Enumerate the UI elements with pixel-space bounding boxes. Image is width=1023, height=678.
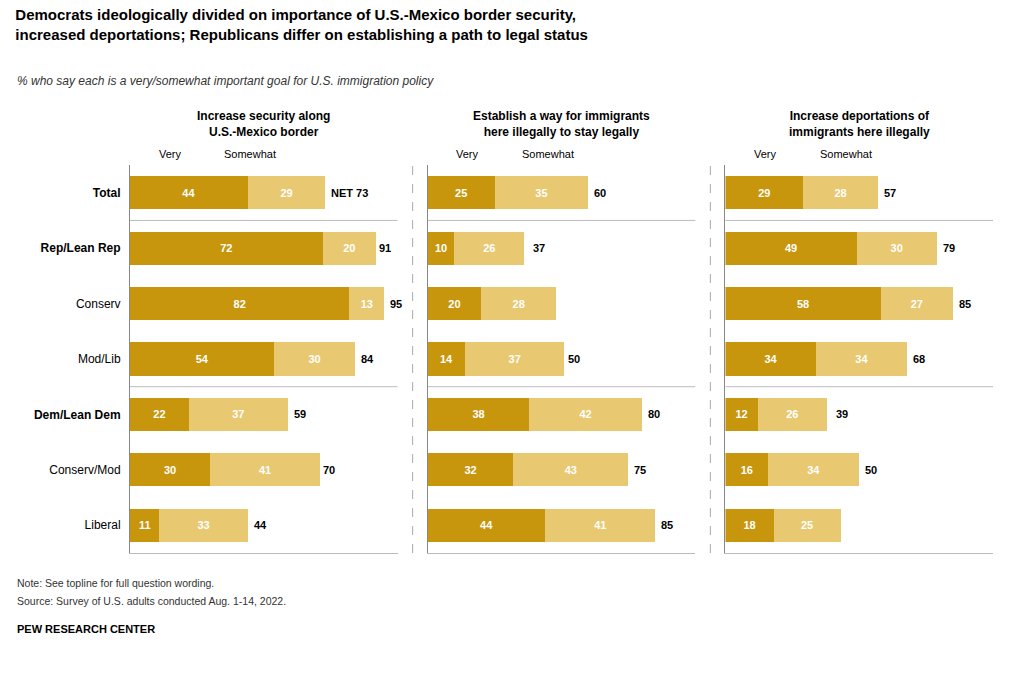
svg-text:28: 28 bbox=[513, 298, 525, 310]
svg-text:Very: Very bbox=[159, 148, 182, 160]
svg-text:68: 68 bbox=[913, 353, 925, 365]
svg-text:Total: Total bbox=[93, 186, 121, 200]
svg-text:13: 13 bbox=[361, 298, 373, 310]
svg-text:29: 29 bbox=[280, 187, 292, 199]
svg-text:30: 30 bbox=[164, 464, 176, 476]
svg-text:50: 50 bbox=[865, 464, 877, 476]
svg-text:Increase deportations ofimmigr: Increase deportations ofimmigrants here … bbox=[789, 109, 930, 139]
svg-text:25: 25 bbox=[455, 187, 467, 199]
svg-text:37: 37 bbox=[533, 242, 545, 254]
svg-text:91: 91 bbox=[379, 242, 391, 254]
svg-text:84: 84 bbox=[361, 353, 374, 365]
svg-text:34: 34 bbox=[764, 353, 777, 365]
svg-text:54: 54 bbox=[196, 353, 209, 365]
svg-text:20: 20 bbox=[343, 242, 355, 254]
svg-text:26: 26 bbox=[483, 242, 495, 254]
svg-text:26: 26 bbox=[786, 408, 798, 420]
svg-text:16: 16 bbox=[741, 464, 753, 476]
svg-text:50: 50 bbox=[568, 353, 580, 365]
svg-text:44: 44 bbox=[480, 519, 493, 531]
svg-text:18: 18 bbox=[743, 519, 755, 531]
svg-text:72: 72 bbox=[220, 242, 232, 254]
svg-text:Conserv/Mod: Conserv/Mod bbox=[49, 463, 120, 477]
svg-text:Liberal: Liberal bbox=[85, 518, 121, 532]
svg-text:60: 60 bbox=[594, 187, 606, 199]
svg-text:Democrats ideologically divide: Democrats ideologically divided on impor… bbox=[15, 6, 588, 43]
svg-text:57: 57 bbox=[884, 187, 896, 199]
svg-text:37: 37 bbox=[509, 353, 521, 365]
svg-text:Somewhat: Somewhat bbox=[820, 148, 872, 160]
svg-text:28: 28 bbox=[834, 187, 846, 199]
svg-text:20: 20 bbox=[448, 298, 460, 310]
svg-text:Very: Very bbox=[456, 148, 479, 160]
svg-text:44: 44 bbox=[182, 187, 195, 199]
svg-text:32: 32 bbox=[464, 464, 476, 476]
svg-text:95: 95 bbox=[390, 298, 402, 310]
svg-text:34: 34 bbox=[807, 464, 820, 476]
svg-text:14: 14 bbox=[440, 353, 453, 365]
svg-text:43: 43 bbox=[565, 464, 577, 476]
svg-text:11: 11 bbox=[139, 519, 151, 531]
svg-text:59: 59 bbox=[294, 408, 306, 420]
svg-text:33: 33 bbox=[197, 519, 209, 531]
svg-text:Increase security alongU.S.-Me: Increase security alongU.S.-Mexico borde… bbox=[197, 109, 330, 139]
svg-text:70: 70 bbox=[323, 464, 335, 476]
svg-text:41: 41 bbox=[259, 464, 271, 476]
svg-text:37: 37 bbox=[232, 408, 244, 420]
svg-text:Mod/Lib: Mod/Lib bbox=[78, 352, 121, 366]
svg-text:Dem/Lean Dem: Dem/Lean Dem bbox=[34, 408, 121, 422]
svg-text:PEW RESEARCH CENTER: PEW RESEARCH CENTER bbox=[17, 623, 155, 635]
svg-text:30: 30 bbox=[891, 242, 903, 254]
svg-text:85: 85 bbox=[661, 519, 673, 531]
svg-text:22: 22 bbox=[153, 408, 165, 420]
svg-text:Note: See topline for full que: Note: See topline for full question word… bbox=[17, 577, 214, 589]
svg-text:Somewhat: Somewhat bbox=[522, 148, 574, 160]
svg-text:Conserv: Conserv bbox=[76, 297, 121, 311]
svg-text:85: 85 bbox=[959, 298, 971, 310]
svg-text:Establish a way for immigrants: Establish a way for immigrantshere illeg… bbox=[473, 109, 650, 139]
svg-text:29: 29 bbox=[758, 187, 770, 199]
svg-text:58: 58 bbox=[797, 298, 809, 310]
svg-text:Source: Survey of U.S. adults: Source: Survey of U.S. adults conducted … bbox=[17, 595, 286, 607]
svg-text:39: 39 bbox=[836, 408, 848, 420]
svg-text:Rep/Lean Rep: Rep/Lean Rep bbox=[41, 241, 121, 255]
svg-text:80: 80 bbox=[648, 408, 660, 420]
svg-text:82: 82 bbox=[234, 298, 246, 310]
svg-text:25: 25 bbox=[801, 519, 813, 531]
svg-text:Somewhat: Somewhat bbox=[224, 148, 276, 160]
svg-text:42: 42 bbox=[579, 408, 591, 420]
svg-text:Very: Very bbox=[754, 148, 777, 160]
svg-text:10: 10 bbox=[435, 242, 447, 254]
svg-text:NET 73: NET 73 bbox=[331, 187, 368, 199]
svg-text:% who say each is a very/somew: % who say each is a very/somewhat import… bbox=[17, 74, 434, 88]
svg-text:38: 38 bbox=[472, 408, 484, 420]
svg-text:30: 30 bbox=[308, 353, 320, 365]
svg-text:27: 27 bbox=[911, 298, 923, 310]
svg-text:41: 41 bbox=[594, 519, 606, 531]
svg-text:49: 49 bbox=[785, 242, 797, 254]
svg-text:79: 79 bbox=[943, 242, 955, 254]
svg-text:12: 12 bbox=[735, 408, 747, 420]
svg-text:44: 44 bbox=[254, 519, 267, 531]
svg-text:34: 34 bbox=[855, 353, 868, 365]
svg-text:35: 35 bbox=[535, 187, 547, 199]
svg-text:75: 75 bbox=[634, 464, 646, 476]
